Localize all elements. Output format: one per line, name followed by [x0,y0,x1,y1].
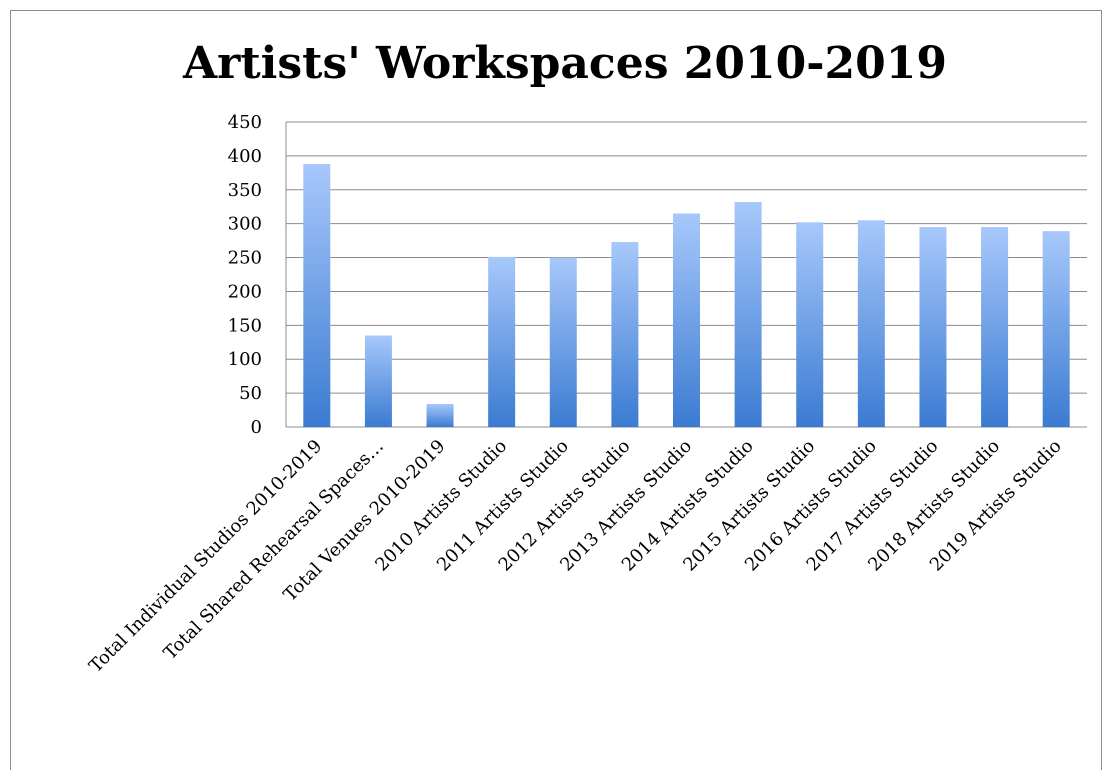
bar-1 [303,164,331,427]
y-tick-label: 200 [228,281,262,302]
chart-title: Artists' Workspaces 2010-2019 [183,38,947,89]
bar-8 [734,201,762,427]
bar-6 [611,241,639,427]
bar-13 [1042,231,1070,427]
y-tick-label: 450 [228,112,262,133]
bar-12 [981,227,1009,427]
y-tick-label: 400 [228,146,262,167]
bar-9 [796,222,824,427]
bar-5 [549,257,577,427]
y-tick-label: 350 [228,180,262,201]
y-tick-label: 300 [228,214,262,235]
bar-3 [426,403,454,427]
bar-11 [919,227,947,427]
bar-2 [364,335,392,427]
bar-7 [673,213,700,427]
bar-4 [488,256,516,427]
y-tick-label: 100 [228,349,262,370]
y-tick-label: 150 [228,315,262,336]
bars [303,164,1070,427]
y-axis-tick-labels: 0 50 100 150 200 250 300 350 400 450 [228,112,262,438]
y-tick-label: 50 [239,383,262,404]
y-tick-label: 250 [228,248,262,269]
x-axis-tick-labels: Total Individual Studios 2010-2019Total … [85,436,1066,677]
x-category-label: Total Individual Studios 2010-2019 [85,436,326,677]
x-category-label: Total Shared Rehearsal Spaces… [160,436,388,664]
y-tick-label: 0 [251,417,262,438]
bar-10 [857,220,885,427]
